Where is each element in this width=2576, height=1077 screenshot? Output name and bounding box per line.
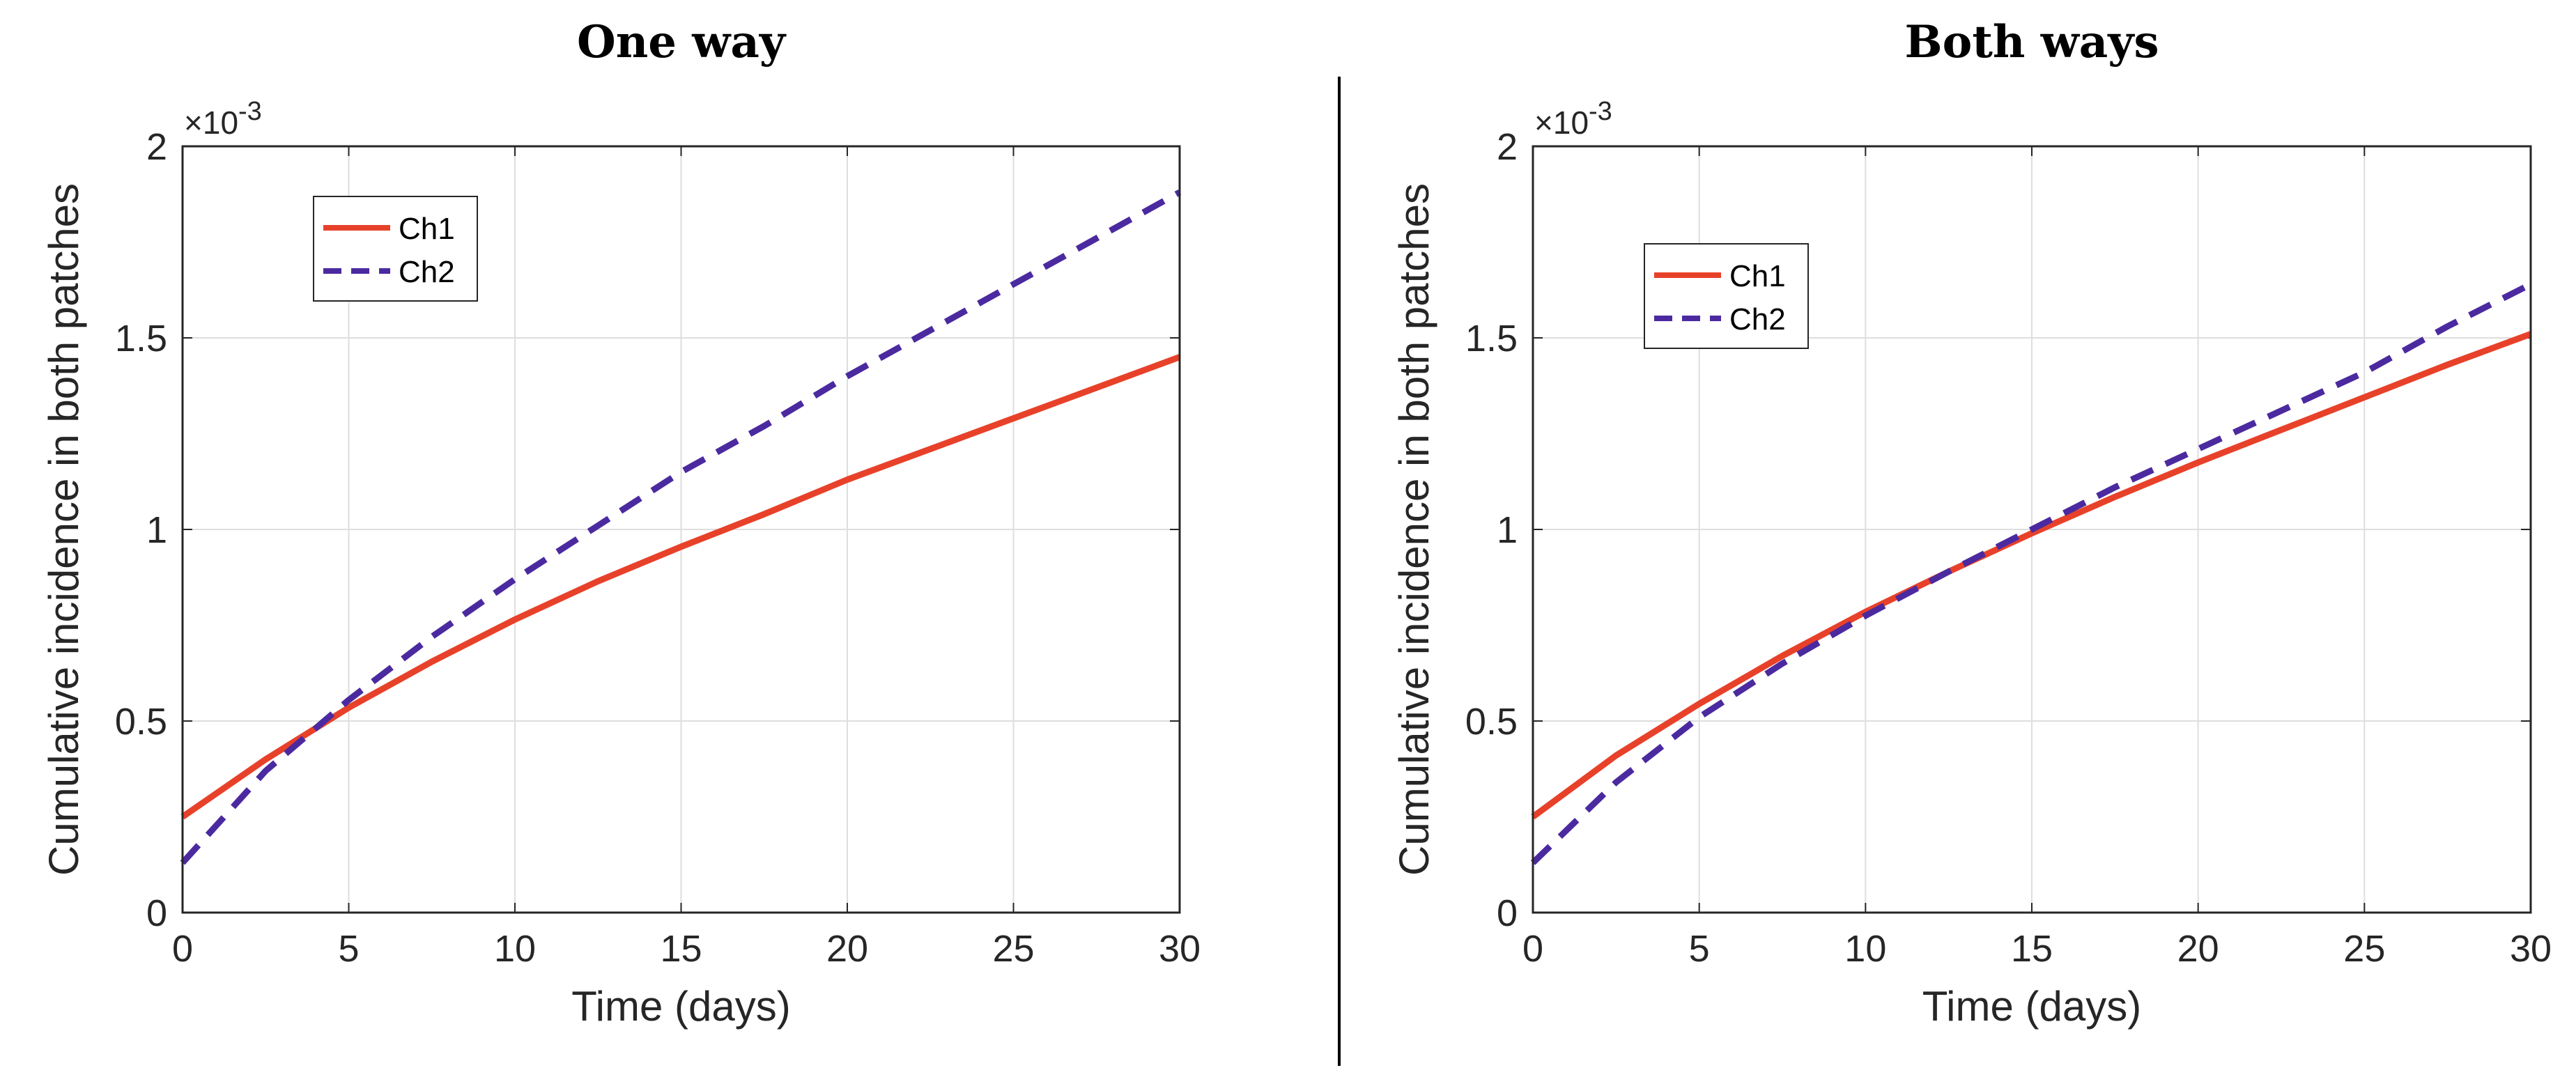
x-tick-label: 30 xyxy=(2510,928,2552,970)
y-exponent-value: -3 xyxy=(1589,97,1612,126)
x-tick-label: 5 xyxy=(338,928,359,970)
x-tick-label: 0 xyxy=(172,928,193,970)
y-tick-label: 0.5 xyxy=(1465,701,1518,743)
x-tick-label: 15 xyxy=(660,928,702,970)
y-axis-label: Cumulative incidence in both patches xyxy=(1391,183,1437,876)
series-line-ch2 xyxy=(180,189,1182,865)
x-tick-label: 20 xyxy=(2177,928,2219,970)
axes-box xyxy=(1532,145,2532,914)
legend-label-ch2: Ch2 xyxy=(399,255,455,289)
legend-box xyxy=(1644,243,1809,349)
x-tick-label: 25 xyxy=(992,928,1034,970)
axes-box xyxy=(181,145,1181,914)
y-tick-label: 0 xyxy=(1497,892,1518,934)
chart-title: One way xyxy=(577,16,787,68)
y-tick-label: 0 xyxy=(146,892,167,934)
series-line-ch1 xyxy=(180,354,1181,820)
x-tick-label: 20 xyxy=(826,928,868,970)
y-exponent-label: ×10-3 xyxy=(1534,97,1612,141)
series-line-ch2 xyxy=(1530,281,2533,865)
y-tick-label: 1.5 xyxy=(1465,318,1518,359)
x-tick-label: 5 xyxy=(1689,928,1710,970)
legend-box xyxy=(313,196,478,302)
legend-label-ch1: Ch1 xyxy=(1729,259,1786,293)
x-tick-label: 10 xyxy=(1844,928,1886,970)
y-tick-label: 1 xyxy=(146,509,167,551)
x-tick-label: 30 xyxy=(1159,928,1201,970)
x-axis-label: Time (days) xyxy=(571,983,790,1030)
y-tick-label: 2 xyxy=(146,126,167,168)
x-tick-label: 25 xyxy=(2343,928,2385,970)
chart-2: 0 5 10 15 20 25 30 0 0.5 1 1.5 2 ×10-3 Time (days) Cum… xyxy=(1391,16,2552,1030)
series-line-ch1 xyxy=(1531,331,2532,820)
x-tick-label: 15 xyxy=(2011,928,2053,970)
x-tick-label: 0 xyxy=(1522,928,1543,970)
x-tick-label: 10 xyxy=(494,928,536,970)
legend-label-ch1: Ch1 xyxy=(399,212,455,246)
x-axis-label: Time (days) xyxy=(1922,983,2141,1030)
legend-label-ch2: Ch2 xyxy=(1729,302,1786,336)
y-tick-label: 0.5 xyxy=(115,701,167,743)
y-tick-label: 2 xyxy=(1497,126,1518,168)
y-exponent-label: ×10-3 xyxy=(184,97,262,141)
y-axis-label: Cumulative incidence in both patches xyxy=(40,183,87,876)
y-tick-label: 1 xyxy=(1497,509,1518,551)
y-exponent-value: -3 xyxy=(238,97,262,126)
chart-title: Both ways xyxy=(1905,16,2159,68)
chart-1: 0 5 10 15 20 25 30 0 0.5 1 1.5 2 ×10-3 Time (days) Cum… xyxy=(40,16,1201,1030)
y-tick-label: 1.5 xyxy=(115,318,167,359)
